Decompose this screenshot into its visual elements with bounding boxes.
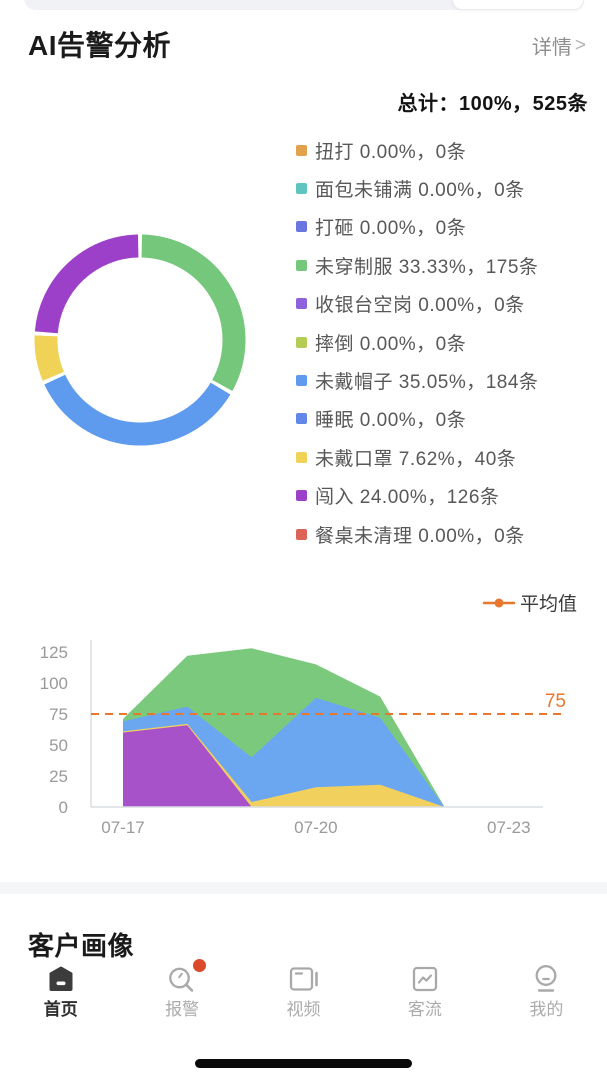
tab-alarm[interactable]: 报警 (121, 959, 242, 1034)
top-segment-selected[interactable] (452, 0, 584, 10)
legend-label: 未戴帽子 35.05%，184条 (315, 372, 539, 394)
tab-icon-wrap (531, 962, 561, 996)
legend-item[interactable]: 摔倒 0.00%，0条 (296, 323, 601, 361)
home-indicator (195, 1059, 412, 1068)
tab-label: 视频 (286, 1000, 321, 1019)
tab-label: 报警 (165, 1000, 200, 1019)
legend-swatch (296, 375, 307, 387)
detail-link-label: 详情 (531, 37, 572, 59)
legend-label: 闯入 24.00%，126条 (315, 487, 500, 509)
legend-swatch (296, 259, 307, 271)
legend-label: 面包未铺满 0.00%，0条 (315, 180, 525, 202)
legend-item[interactable]: 扭打 0.00%，0条 (296, 131, 601, 169)
alarm-search-icon (169, 967, 194, 992)
donut-segment (44, 374, 231, 446)
x-tick-label: 07-17 (101, 818, 144, 837)
legend-item[interactable]: 未穿制服 33.33%，175条 (296, 246, 601, 284)
legend-label: 收银台空岗 0.00%，0条 (315, 295, 525, 317)
total-summary: 总计：100%，525条 (397, 93, 588, 115)
donut-segment (34, 234, 139, 334)
legend-item[interactable]: 打砸 0.00%，0条 (296, 208, 601, 246)
legend-item[interactable]: 未戴帽子 35.05%，184条 (296, 361, 601, 399)
legend-swatch (296, 298, 307, 310)
donut-segment (141, 234, 246, 391)
tab-icon-wrap (46, 962, 76, 996)
legend-label: 摔倒 0.00%，0条 (315, 333, 467, 355)
chevron-right-icon: > (574, 34, 586, 56)
tab-traffic[interactable]: 客流 (364, 962, 485, 1034)
legend-label: 打砸 0.00%，0条 (315, 218, 467, 240)
legend-label: 睡眠 0.00%，0条 (315, 410, 467, 432)
home-icon (49, 966, 73, 991)
traffic-chart-icon (412, 966, 438, 992)
legend-item[interactable]: 餐桌未清理 0.00%，0条 (296, 515, 601, 553)
legend-item[interactable]: 未戴口罩 7.62%，40条 (296, 438, 601, 476)
y-tick-label: 100 (40, 674, 68, 693)
tab-label: 客流 (407, 1000, 442, 1019)
tab-icon-wrap (165, 959, 207, 996)
area-band (123, 725, 509, 807)
legend-swatch (296, 451, 307, 463)
y-tick-label: 25 (49, 767, 68, 786)
legend-item[interactable]: 闯入 24.00%，126条 (296, 477, 601, 515)
tab-bar: 首页 报警 视频 客流 我的 (0, 959, 607, 1034)
alert-trend-chart: 0 25 50 75 100 125 07-17 07-20 07-23 75 平均值 (40, 593, 577, 837)
alert-legend: 扭打 0.00%，0条面包未铺满 0.00%，0条 打砸 0.00%，0条未穿制服… (296, 131, 601, 553)
section-title-customer-portrait: 客户画像 (28, 931, 135, 961)
average-legend-dot (494, 598, 504, 608)
tab-mine[interactable]: 我的 (486, 962, 607, 1034)
video-icon (289, 967, 318, 991)
y-tick-label: 0 (59, 798, 68, 817)
notification-badge (193, 959, 207, 972)
legend-item[interactable]: 收银台空岗 0.00%，0条 (296, 285, 601, 323)
detail-link[interactable]: 详情 > (532, 31, 586, 60)
legend-label: 未穿制服 33.33%，175条 (315, 256, 539, 278)
tab-home[interactable]: 首页 (0, 962, 121, 1034)
legend-item[interactable]: 面包未铺满 0.00%，0条 (296, 169, 601, 207)
section-divider (0, 882, 607, 894)
legend-swatch (296, 183, 307, 195)
alert-donut-chart (34, 234, 246, 446)
donut-segment (34, 335, 65, 381)
profile-icon (535, 965, 557, 992)
top-segmented-control[interactable] (24, 0, 584, 10)
tab-label: 首页 (43, 1000, 78, 1019)
y-tick-label: 125 (40, 643, 68, 662)
x-tick-label: 07-23 (487, 818, 530, 837)
legend-label: 餐桌未清理 0.00%，0条 (315, 525, 525, 547)
page-title: AI告警分析 (28, 30, 172, 61)
tab-icon-wrap (410, 962, 440, 996)
legend-swatch (296, 413, 307, 425)
legend-label: 扭打 0.00%，0条 (315, 141, 467, 163)
legend-swatch (296, 490, 307, 502)
legend-swatch (296, 221, 307, 233)
y-tick-label: 50 (49, 736, 68, 755)
tab-video[interactable]: 视频 (243, 962, 364, 1034)
legend-swatch (296, 528, 307, 540)
legend-item[interactable]: 睡眠 0.00%，0条 (296, 400, 601, 438)
tab-label: 我的 (529, 1000, 564, 1019)
tab-icon-wrap (287, 962, 321, 996)
x-tick-label: 07-20 (294, 818, 337, 837)
y-tick-label: 75 (49, 705, 68, 724)
legend-swatch (296, 336, 307, 348)
average-value-label: 75 (545, 691, 566, 712)
legend-label: 未戴口罩 7.62%，40条 (315, 448, 517, 470)
legend-swatch (296, 144, 307, 156)
average-legend-label: 平均值 (520, 593, 577, 615)
